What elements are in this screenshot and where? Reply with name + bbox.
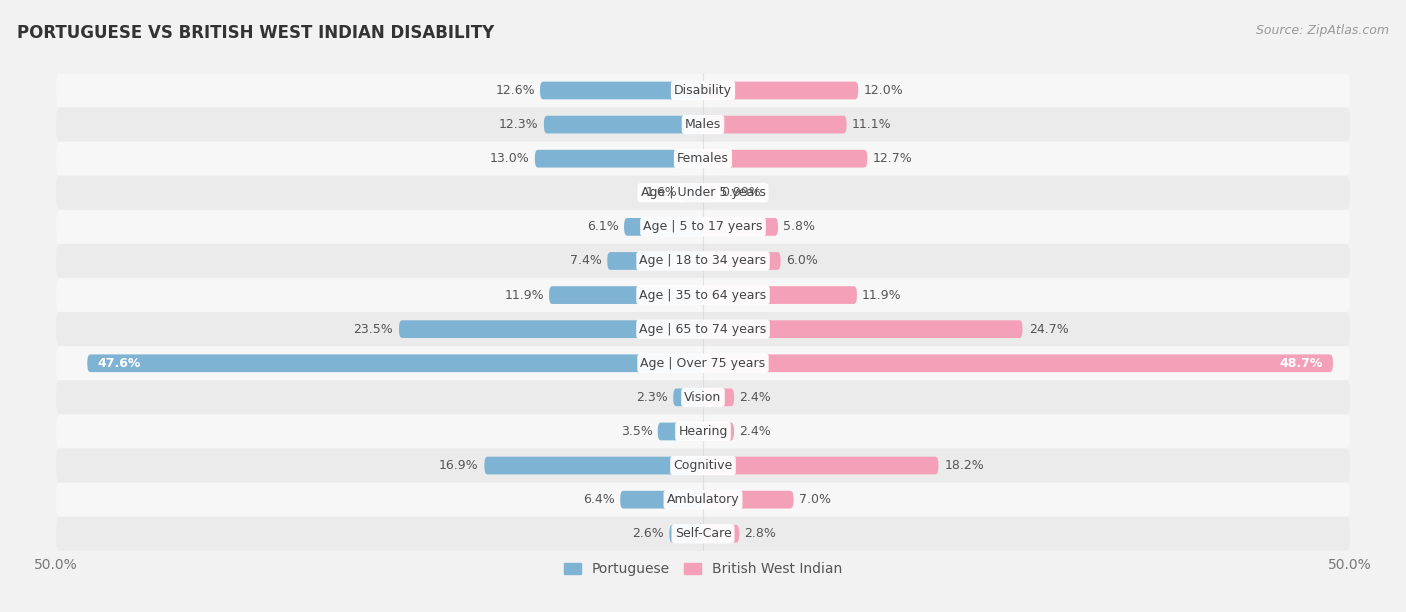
Text: Vision: Vision	[685, 391, 721, 404]
FancyBboxPatch shape	[703, 116, 846, 133]
FancyBboxPatch shape	[703, 457, 938, 474]
Text: 16.9%: 16.9%	[439, 459, 478, 472]
FancyBboxPatch shape	[703, 320, 1022, 338]
FancyBboxPatch shape	[703, 389, 734, 406]
FancyBboxPatch shape	[624, 218, 703, 236]
Text: Self-Care: Self-Care	[675, 528, 731, 540]
Text: 12.3%: 12.3%	[499, 118, 538, 131]
FancyBboxPatch shape	[682, 184, 703, 201]
FancyBboxPatch shape	[56, 517, 1350, 551]
FancyBboxPatch shape	[56, 449, 1350, 483]
Text: PORTUGUESE VS BRITISH WEST INDIAN DISABILITY: PORTUGUESE VS BRITISH WEST INDIAN DISABI…	[17, 24, 494, 42]
Text: 23.5%: 23.5%	[353, 323, 392, 335]
FancyBboxPatch shape	[703, 525, 740, 543]
Text: 48.7%: 48.7%	[1279, 357, 1323, 370]
Text: Age | 35 to 64 years: Age | 35 to 64 years	[640, 289, 766, 302]
Text: 6.4%: 6.4%	[583, 493, 614, 506]
FancyBboxPatch shape	[540, 81, 703, 99]
FancyBboxPatch shape	[399, 320, 703, 338]
FancyBboxPatch shape	[56, 176, 1350, 210]
FancyBboxPatch shape	[673, 389, 703, 406]
Text: 11.1%: 11.1%	[852, 118, 891, 131]
Text: 0.99%: 0.99%	[721, 186, 761, 200]
FancyBboxPatch shape	[607, 252, 703, 270]
FancyBboxPatch shape	[550, 286, 703, 304]
Text: Age | 65 to 74 years: Age | 65 to 74 years	[640, 323, 766, 335]
Text: 2.3%: 2.3%	[637, 391, 668, 404]
FancyBboxPatch shape	[658, 423, 703, 440]
Text: Males: Males	[685, 118, 721, 131]
Text: 6.0%: 6.0%	[786, 255, 818, 267]
Text: 12.0%: 12.0%	[863, 84, 903, 97]
Text: Ambulatory: Ambulatory	[666, 493, 740, 506]
FancyBboxPatch shape	[56, 73, 1350, 108]
Text: Age | Under 5 years: Age | Under 5 years	[641, 186, 765, 200]
FancyBboxPatch shape	[485, 457, 703, 474]
FancyBboxPatch shape	[703, 81, 858, 99]
Text: 12.7%: 12.7%	[873, 152, 912, 165]
FancyBboxPatch shape	[56, 312, 1350, 346]
FancyBboxPatch shape	[703, 354, 1333, 372]
Text: 18.2%: 18.2%	[945, 459, 984, 472]
Text: 12.6%: 12.6%	[495, 84, 534, 97]
FancyBboxPatch shape	[620, 491, 703, 509]
Text: 24.7%: 24.7%	[1029, 323, 1069, 335]
FancyBboxPatch shape	[56, 346, 1350, 380]
FancyBboxPatch shape	[703, 423, 734, 440]
FancyBboxPatch shape	[56, 414, 1350, 449]
FancyBboxPatch shape	[56, 141, 1350, 176]
Text: Disability: Disability	[673, 84, 733, 97]
Text: 11.9%: 11.9%	[862, 289, 901, 302]
Text: 7.0%: 7.0%	[799, 493, 831, 506]
FancyBboxPatch shape	[56, 244, 1350, 278]
Text: 5.8%: 5.8%	[783, 220, 815, 233]
Text: Cognitive: Cognitive	[673, 459, 733, 472]
Text: 7.4%: 7.4%	[571, 255, 602, 267]
Text: 2.4%: 2.4%	[740, 391, 770, 404]
FancyBboxPatch shape	[56, 108, 1350, 141]
Text: 2.8%: 2.8%	[744, 528, 776, 540]
FancyBboxPatch shape	[544, 116, 703, 133]
FancyBboxPatch shape	[87, 354, 703, 372]
FancyBboxPatch shape	[56, 483, 1350, 517]
Text: 1.6%: 1.6%	[645, 186, 678, 200]
FancyBboxPatch shape	[669, 525, 703, 543]
Text: 2.4%: 2.4%	[740, 425, 770, 438]
FancyBboxPatch shape	[703, 218, 778, 236]
FancyBboxPatch shape	[703, 150, 868, 168]
Text: Age | Over 75 years: Age | Over 75 years	[641, 357, 765, 370]
Text: Females: Females	[678, 152, 728, 165]
Text: 3.5%: 3.5%	[620, 425, 652, 438]
Text: 11.9%: 11.9%	[505, 289, 544, 302]
FancyBboxPatch shape	[703, 252, 780, 270]
FancyBboxPatch shape	[56, 210, 1350, 244]
Text: 13.0%: 13.0%	[489, 152, 530, 165]
Text: Hearing: Hearing	[678, 425, 728, 438]
Text: 2.6%: 2.6%	[633, 528, 664, 540]
FancyBboxPatch shape	[703, 184, 716, 201]
FancyBboxPatch shape	[534, 150, 703, 168]
FancyBboxPatch shape	[703, 286, 856, 304]
Text: Age | 18 to 34 years: Age | 18 to 34 years	[640, 255, 766, 267]
FancyBboxPatch shape	[56, 380, 1350, 414]
Text: 47.6%: 47.6%	[97, 357, 141, 370]
FancyBboxPatch shape	[703, 491, 793, 509]
Text: Source: ZipAtlas.com: Source: ZipAtlas.com	[1256, 24, 1389, 37]
Text: 6.1%: 6.1%	[588, 220, 619, 233]
Text: Age | 5 to 17 years: Age | 5 to 17 years	[644, 220, 762, 233]
Legend: Portuguese, British West Indian: Portuguese, British West Indian	[558, 557, 848, 582]
FancyBboxPatch shape	[56, 278, 1350, 312]
